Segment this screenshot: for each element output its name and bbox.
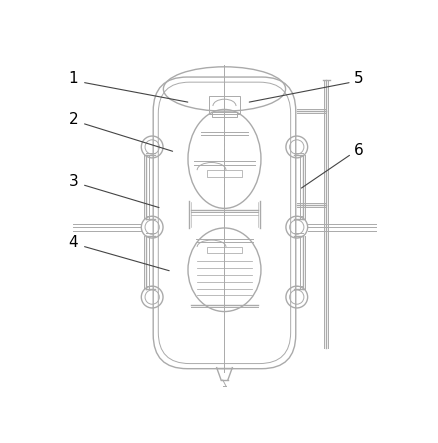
Text: 5: 5 [354, 71, 364, 86]
Bar [207, 170, 243, 177]
Text: 1: 1 [69, 71, 78, 86]
Text: 6: 6 [353, 143, 364, 158]
Bar [212, 112, 237, 117]
Text: 4: 4 [69, 235, 78, 250]
Text: 2: 2 [69, 112, 78, 127]
Text: 3: 3 [68, 174, 78, 189]
Bar [209, 96, 240, 114]
Bar [207, 247, 243, 253]
